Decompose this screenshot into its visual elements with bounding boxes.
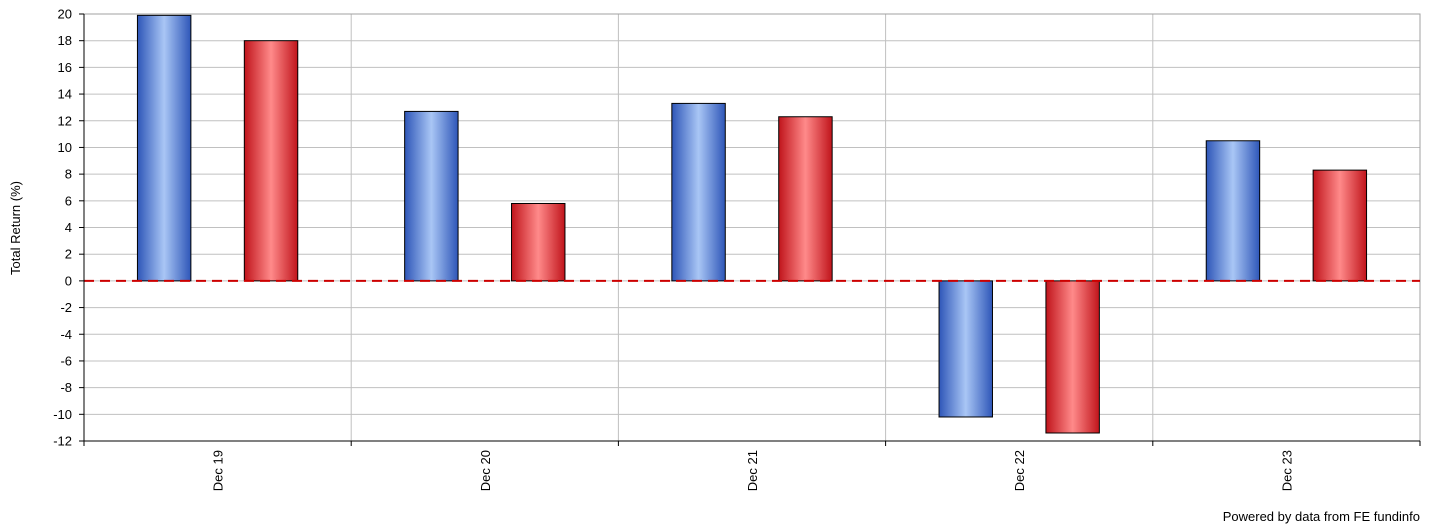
bar-series-1 bbox=[938, 280, 993, 418]
bar-series-1 bbox=[1205, 140, 1261, 282]
x-tick-label: Dec 19 bbox=[211, 450, 226, 491]
y-tick-label: -2 bbox=[60, 300, 72, 315]
y-tick-label: 10 bbox=[58, 140, 72, 155]
bars bbox=[84, 14, 1420, 434]
x-tick-label: Dec 23 bbox=[1279, 450, 1294, 491]
y-tick-label: 4 bbox=[65, 220, 72, 235]
axes: -12 -10 -8 -6 -4 -2 0 2 4 6 8 10 12 14 16 18 20 Dec 19 Dec… bbox=[53, 7, 1421, 491]
data-credit: Powered by data from FE fundinfo bbox=[1222, 509, 1420, 524]
bar-series-2 bbox=[1312, 169, 1368, 282]
y-axis-label: Total Return (%) bbox=[8, 181, 23, 275]
y-tick-label: 2 bbox=[65, 247, 72, 262]
x-tick-label: Dec 21 bbox=[745, 450, 760, 491]
grid bbox=[83, 13, 1421, 442]
y-tick-label: 8 bbox=[65, 167, 72, 182]
y-tick-label: -6 bbox=[60, 353, 72, 368]
bar-series-1 bbox=[136, 14, 192, 282]
y-tick-label: 16 bbox=[58, 60, 72, 75]
bar-series-1 bbox=[404, 110, 459, 282]
y-tick-label: -12 bbox=[53, 434, 72, 449]
y-tick-label: 14 bbox=[58, 87, 72, 102]
y-tick-label: 18 bbox=[58, 33, 72, 48]
y-tick-label: 0 bbox=[65, 273, 72, 288]
bar-series-2 bbox=[511, 202, 566, 282]
y-tick-label: -8 bbox=[60, 380, 72, 395]
y-tick-label: -4 bbox=[60, 327, 72, 342]
x-tick-label: Dec 20 bbox=[478, 450, 493, 491]
y-tick-label: 6 bbox=[65, 193, 72, 208]
x-tick-label: Dec 22 bbox=[1012, 450, 1027, 491]
bar-series-2 bbox=[243, 40, 299, 282]
bar-series-2 bbox=[1045, 280, 1100, 434]
y-tick-label: 20 bbox=[58, 7, 72, 22]
bar-series-1 bbox=[671, 102, 726, 282]
bar-series-2 bbox=[778, 116, 833, 282]
y-tick-label: -10 bbox=[53, 407, 72, 422]
y-tick-label: 12 bbox=[58, 113, 72, 128]
